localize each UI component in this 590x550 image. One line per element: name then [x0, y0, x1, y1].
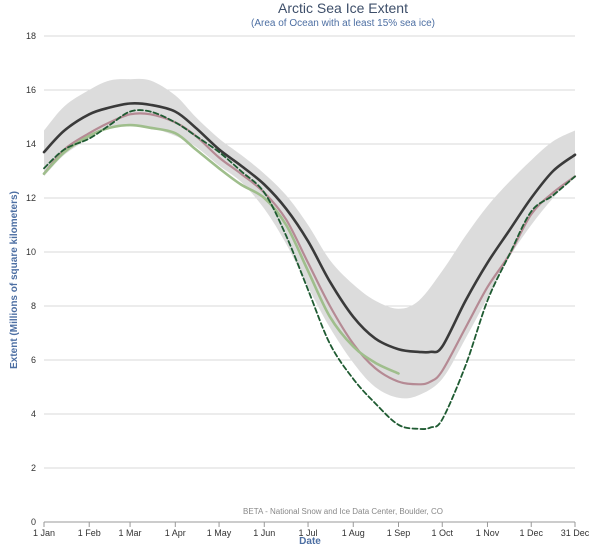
axes: 0 2 4 6 8 10 12 14 16 18 1 Jan 1 Feb 1 Mar 1 Apr 1 May…: [26, 31, 590, 538]
x-tick-label: 1 Sep: [387, 528, 411, 538]
y-tick-label: 0: [31, 517, 36, 527]
x-tick-label: 1 Aug: [342, 528, 365, 538]
series-line-dashed: [43, 109, 576, 430]
x-tick-label: 1 Nov: [476, 528, 500, 538]
series-line-median: [42, 102, 577, 354]
x-tick-label: 1 Jun: [253, 528, 275, 538]
x-tick-label: 1 May: [207, 528, 232, 538]
x-tick-label: 1 Feb: [78, 528, 101, 538]
y-tick-label: 12: [26, 193, 36, 203]
x-tick-label: 1 Dec: [519, 528, 543, 538]
chart-subtitle: (Area of Ocean with at least 15% sea ice…: [251, 18, 435, 29]
chart-title: Arctic Sea Ice Extent: [278, 0, 408, 16]
y-tick-label: 18: [26, 31, 36, 41]
x-axis-title: Date: [299, 536, 321, 547]
chart-credit: BETA - National Snow and Ice Data Center…: [243, 507, 443, 516]
historical-range-band: [44, 78, 575, 399]
y-tick-label: 10: [26, 247, 36, 257]
y-tick-label: 4: [31, 409, 36, 419]
x-tick-label: 1 Mar: [119, 528, 142, 538]
x-tick-label: 1 Oct: [431, 528, 453, 538]
y-tick-label: 6: [31, 355, 36, 365]
x-tick-label: 1 Jan: [33, 528, 55, 538]
x-tick-label: 1 Jul: [299, 528, 318, 538]
y-tick-label: 8: [31, 301, 36, 311]
series-lines: [42, 102, 577, 430]
y-tick-label: 16: [26, 85, 36, 95]
y-tick-label: 14: [26, 139, 36, 149]
y-tick-label: 2: [31, 463, 36, 473]
y-axis-title: Extent (Millions of square kilometers): [9, 191, 20, 369]
series-line-pink: [42, 112, 577, 386]
x-tick-label: 31 Dec: [561, 528, 590, 538]
x-tick-label: 1 Apr: [165, 528, 186, 538]
